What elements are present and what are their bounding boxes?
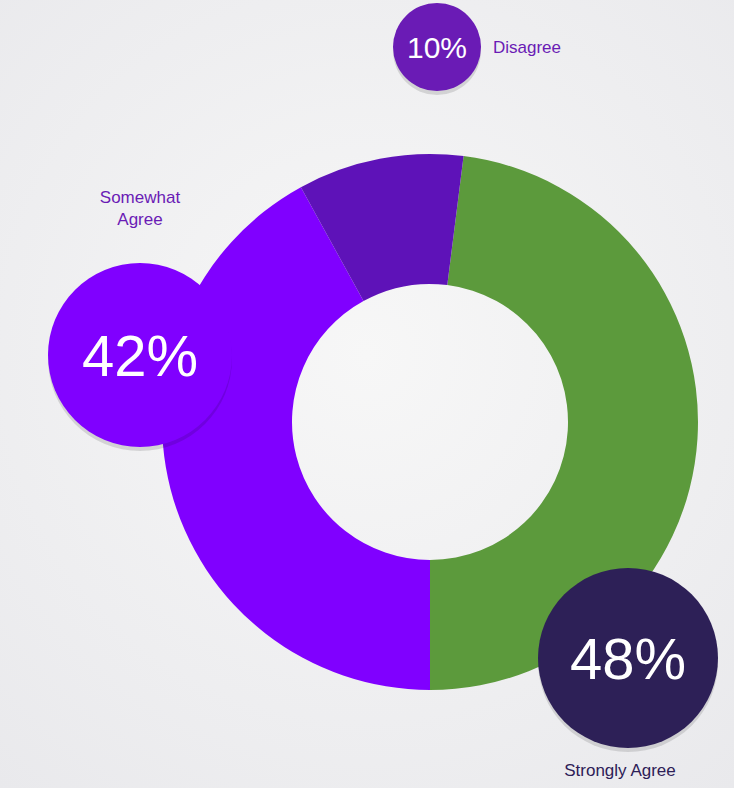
svg-text:Strongly Agree: Strongly Agree xyxy=(564,761,676,780)
svg-text:Disagree: Disagree xyxy=(493,38,561,57)
svg-text:10%: 10% xyxy=(407,31,467,64)
svg-text:SomewhatAgree: SomewhatAgree xyxy=(100,188,181,229)
svg-text:48%: 48% xyxy=(570,626,686,691)
svg-text:42%: 42% xyxy=(82,323,198,388)
